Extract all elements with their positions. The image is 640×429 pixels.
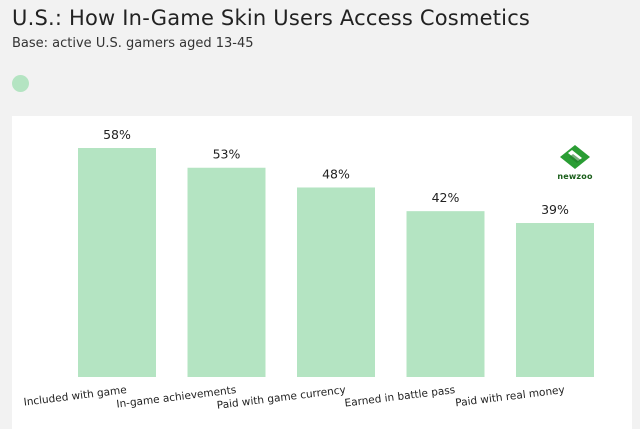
chart-title: U.S.: How In-Game Skin Users Access Cosm…: [12, 6, 531, 30]
bar-value-label: 48%: [322, 166, 350, 181]
bar-4: [406, 211, 485, 377]
bar-3: [297, 187, 375, 377]
category-label: Included with game: [23, 384, 127, 409]
bar-2: [187, 167, 266, 377]
chart-subtitle: Base: active U.S. gamers aged 13-45: [12, 36, 254, 51]
category-label: Paid with real money: [455, 384, 566, 409]
category-label: Earned in battle pass: [344, 384, 456, 409]
bar-value-label: 42%: [432, 190, 460, 205]
bar-value-label: 39%: [541, 202, 569, 217]
newzoo-logo-text: newzoo: [557, 172, 593, 181]
legend-marker: [12, 75, 29, 92]
bar-1: [78, 148, 156, 377]
newzoo-logo-icon: [560, 145, 590, 169]
bar-5: [516, 223, 594, 377]
bar-value-label: 58%: [103, 127, 131, 142]
bar-value-label: 53%: [213, 147, 241, 162]
